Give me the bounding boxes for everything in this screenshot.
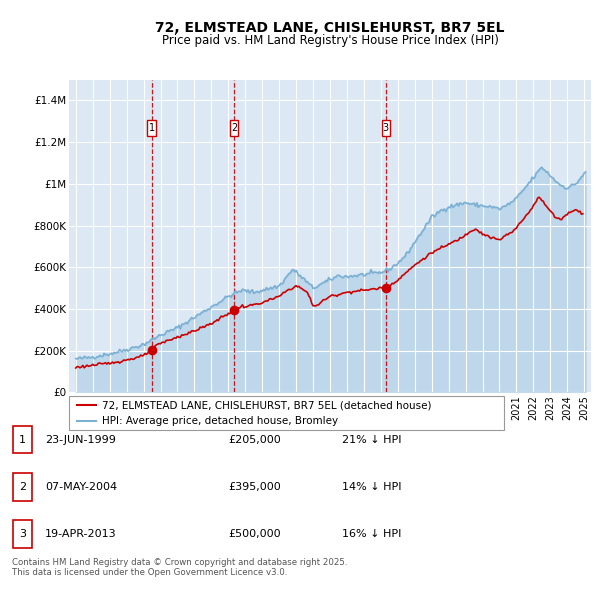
Text: 21% ↓ HPI: 21% ↓ HPI bbox=[342, 435, 401, 444]
FancyBboxPatch shape bbox=[230, 120, 238, 136]
Text: HPI: Average price, detached house, Bromley: HPI: Average price, detached house, Brom… bbox=[101, 415, 338, 425]
FancyBboxPatch shape bbox=[148, 120, 156, 136]
Text: 14% ↓ HPI: 14% ↓ HPI bbox=[342, 482, 401, 491]
Text: 3: 3 bbox=[383, 123, 389, 133]
Text: 19-APR-2013: 19-APR-2013 bbox=[45, 529, 116, 539]
Text: 1: 1 bbox=[19, 435, 26, 444]
Text: 1: 1 bbox=[148, 123, 155, 133]
Text: 72, ELMSTEAD LANE, CHISLEHURST, BR7 5EL (detached house): 72, ELMSTEAD LANE, CHISLEHURST, BR7 5EL … bbox=[101, 401, 431, 411]
Text: Price paid vs. HM Land Registry's House Price Index (HPI): Price paid vs. HM Land Registry's House … bbox=[161, 34, 499, 47]
FancyBboxPatch shape bbox=[382, 120, 390, 136]
Text: Contains HM Land Registry data © Crown copyright and database right 2025.
This d: Contains HM Land Registry data © Crown c… bbox=[12, 558, 347, 577]
Text: 23-JUN-1999: 23-JUN-1999 bbox=[45, 435, 116, 444]
Text: £500,000: £500,000 bbox=[228, 529, 281, 539]
Text: 2: 2 bbox=[231, 123, 238, 133]
Text: 16% ↓ HPI: 16% ↓ HPI bbox=[342, 529, 401, 539]
Text: 2: 2 bbox=[19, 482, 26, 491]
Text: 72, ELMSTEAD LANE, CHISLEHURST, BR7 5EL: 72, ELMSTEAD LANE, CHISLEHURST, BR7 5EL bbox=[155, 21, 505, 35]
Text: 3: 3 bbox=[19, 529, 26, 539]
Text: £205,000: £205,000 bbox=[228, 435, 281, 444]
Text: 07-MAY-2004: 07-MAY-2004 bbox=[45, 482, 117, 491]
Text: £395,000: £395,000 bbox=[228, 482, 281, 491]
